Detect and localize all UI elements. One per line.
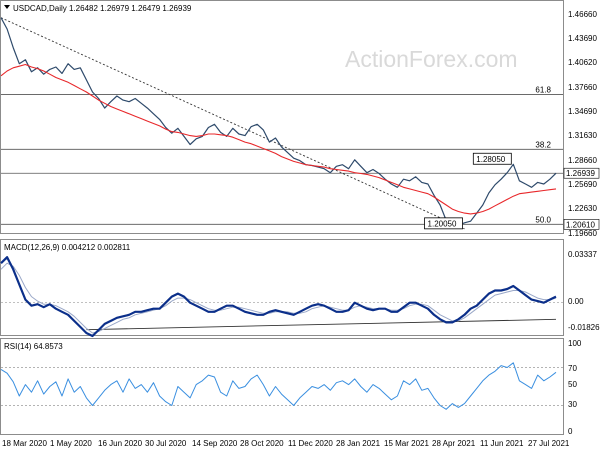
x-tick-label: 1 May 2020 <box>50 439 92 448</box>
x-tick-label: 15 Mar 2021 <box>384 439 429 448</box>
callout-box <box>424 217 463 230</box>
rsi-panel-title: RSI(14) 64.8573 <box>4 342 63 351</box>
dashed-trendline <box>0 17 465 230</box>
macd-line <box>0 256 557 338</box>
y-tick-label: 1.25690 <box>568 180 597 189</box>
y-tick-label: 1.31630 <box>568 131 597 140</box>
rsi-y-tick: 30 <box>568 400 577 409</box>
current-price-box <box>563 167 600 179</box>
rsi-line <box>0 362 557 410</box>
rsi-y-tick: 50 <box>568 380 577 389</box>
callout-label: 1.28050 <box>476 155 505 164</box>
moving-average-line <box>0 63 557 215</box>
macd-panel-frame <box>0 239 564 336</box>
y-tick-label: 1.37660 <box>568 83 597 92</box>
rsi-y-tick: 70 <box>568 364 577 373</box>
price-panel-frame <box>0 0 564 234</box>
current-price-label: 1.26939 <box>566 169 595 178</box>
rsi-panel-frame <box>0 338 564 435</box>
y-tick-label: 1.40620 <box>568 58 597 67</box>
y-tick-label: 1.43690 <box>568 34 597 43</box>
macd-y-tick: 0.00 <box>568 297 584 306</box>
current-price-box <box>563 219 600 230</box>
x-tick-label: 30 Jul 2020 <box>145 439 187 448</box>
y-tick-label: 1.19660 <box>568 229 597 238</box>
macd-y-tick: 0.03337 <box>568 250 597 259</box>
collapse-icon[interactable] <box>4 5 10 9</box>
callout-box <box>472 152 512 165</box>
fib-level-label: 38.2 <box>535 140 551 149</box>
macd-signal-line <box>0 262 557 334</box>
current-price-label: 1.20610 <box>566 220 595 229</box>
price-series-line <box>0 17 557 226</box>
macd-y-tick: -0.018262 <box>568 323 600 332</box>
y-tick-label: 1.46660 <box>568 10 597 19</box>
chart-marks: 61.8 38.2 50.0 1.28050 1.20050 1.26939 1.20610 <box>0 17 600 410</box>
y-tick-label: 1.34690 <box>568 107 597 116</box>
macd-panel-title: MACD(12,26,9) 0.004212 0.002811 <box>4 243 131 252</box>
x-tick-label: 28 Apr 2021 <box>432 439 476 448</box>
y-tick-label: 1.22630 <box>568 204 597 213</box>
callout-label: 1.20050 <box>428 219 457 228</box>
rsi-y-tick: 100 <box>568 339 582 348</box>
price-panel-title: USDCAD,Daily 1.26482 1.26979 1.26479 1.2… <box>13 4 192 13</box>
price-y-axis: 1.46660 1.43690 1.40620 1.37660 1.34690 … <box>568 10 597 238</box>
watermark-text: ActionForex.com <box>345 46 518 72</box>
x-tick-label: 14 Sep 2020 <box>192 439 238 448</box>
x-tick-label: 27 Jul 2021 <box>528 439 570 448</box>
x-tick-label: 11 Jun 2021 <box>480 439 524 448</box>
rsi-y-tick: 0 <box>568 427 573 436</box>
x-tick-label: 16 Jun 2020 <box>98 439 143 448</box>
x-tick-label: 28 Jan 2021 <box>336 439 381 448</box>
x-axis: 18 Mar 2020 1 May 2020 16 Jun 2020 30 Ju… <box>2 439 570 448</box>
fib-level-label: 61.8 <box>535 85 551 94</box>
y-tick-label: 1.28660 <box>568 156 597 165</box>
fib-level-label: 50.0 <box>535 215 551 224</box>
x-tick-label: 28 Oct 2020 <box>240 439 284 448</box>
macd-trendline <box>86 318 557 331</box>
x-tick-label: 11 Dec 2020 <box>288 439 333 448</box>
x-tick-label: 18 Mar 2020 <box>2 439 47 448</box>
